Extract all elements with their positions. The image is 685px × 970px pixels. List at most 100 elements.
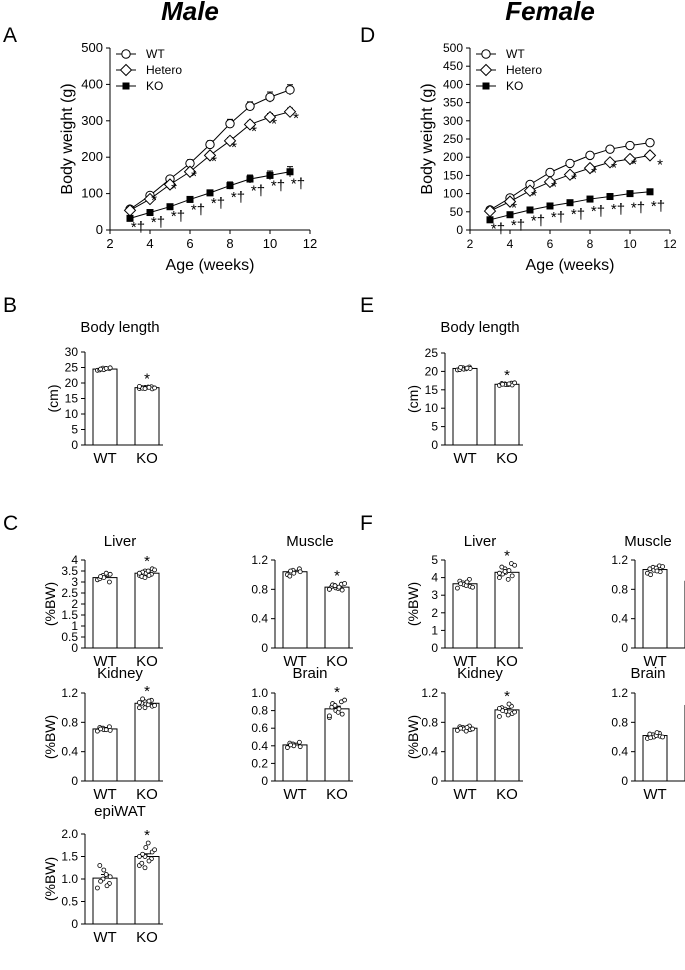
x-tick-label: 12 [663, 237, 677, 251]
data-point-ko [566, 199, 574, 207]
data-point-ko [606, 193, 614, 201]
panel-title: Brain [292, 665, 327, 682]
data-point-ko [512, 562, 517, 568]
significance-marker: * [657, 156, 663, 173]
data-point-hetero [523, 184, 537, 197]
legend-marker-ko [122, 82, 130, 90]
data-point-ko [326, 586, 332, 592]
bar-ko [134, 387, 160, 446]
data-point-wt [101, 867, 107, 873]
data-point-wt [585, 150, 595, 161]
data-point-hetero [163, 178, 177, 191]
legend-marker-wt [121, 49, 131, 59]
data-point-wt [470, 726, 476, 732]
legend-marker-ko [482, 82, 490, 90]
data-point-wt [645, 137, 655, 148]
data-point-ko [145, 568, 151, 574]
data-point-wt [103, 366, 109, 371]
data-point-wt [648, 735, 653, 741]
data-point-ko [146, 698, 152, 704]
x-tick-label: 8 [587, 237, 594, 251]
legend-marker-hetero [119, 63, 133, 77]
y-tick-label: 300 [443, 114, 463, 128]
y-tick-label: 300 [81, 113, 103, 128]
category-label: WT [283, 653, 306, 670]
data-point-hetero [563, 168, 577, 181]
category-label: KO [136, 929, 158, 946]
significance-marker: *† [291, 175, 305, 192]
x-tick-label: 4 [146, 236, 153, 251]
category-label: WT [643, 653, 666, 670]
panel-title: epiWAT [94, 803, 146, 820]
y-tick-label: 30 [65, 345, 79, 359]
y-tick-label: 2 [71, 597, 78, 611]
significance-marker: * [591, 164, 597, 181]
y-tick-label: 0.4 [611, 612, 628, 626]
x-tick-label: 2 [106, 236, 113, 251]
data-point-wt [104, 883, 110, 889]
category-label: WT [283, 786, 306, 803]
significance-marker: *† [551, 209, 565, 226]
significance-marker: * [191, 168, 197, 185]
category-label: KO [496, 786, 518, 803]
data-point-ko [336, 706, 342, 712]
y-tick-label: 350 [443, 96, 463, 110]
y-tick-label: 10 [425, 401, 439, 415]
data-point-wt [458, 364, 464, 370]
data-point-ko [142, 705, 148, 711]
x-tick-label: 10 [263, 236, 277, 251]
data-point-ko [506, 381, 512, 387]
y-tick-label: 0.4 [421, 745, 438, 759]
data-point-wt [565, 158, 575, 169]
y-tick-label: 400 [81, 76, 103, 91]
data-point-ko [136, 705, 142, 711]
data-point-ko [139, 860, 145, 866]
data-point-wt [654, 730, 660, 735]
y-tick-label: 400 [443, 77, 463, 91]
data-point-hetero [603, 156, 617, 169]
data-point-ko [332, 702, 338, 708]
data-point-ko [342, 697, 348, 703]
significance-marker: *† [531, 213, 545, 230]
y-tick-label: 0 [71, 774, 78, 788]
significance-marker: * [571, 171, 577, 188]
series-hetero [483, 149, 657, 218]
data-point-ko [206, 189, 214, 197]
data-point-ko [486, 216, 494, 224]
data-point-ko [496, 575, 502, 580]
data-point-hetero [203, 149, 217, 162]
data-point-ko [142, 575, 148, 580]
y-tick-label: 0.6 [251, 721, 268, 735]
bar-wt [642, 735, 668, 782]
data-point-wt [107, 579, 112, 585]
data-point-ko [506, 701, 512, 707]
data-point-hetero [283, 105, 297, 118]
data-point-wt [470, 584, 476, 590]
y-tick-label: 0.8 [251, 582, 268, 596]
data-point-ko [502, 569, 508, 574]
legend-marker-wt [481, 49, 491, 59]
bar-chart-f1: F Liver 0 1 2 3 4 5 (%BW) WT KO * [360, 512, 523, 670]
data-point-ko [512, 709, 517, 715]
data-point-ko [512, 380, 517, 386]
y-tick-label: 150 [443, 168, 463, 182]
series-ko [486, 188, 654, 224]
data-point-wt [625, 140, 635, 151]
significance-marker: *† [571, 206, 585, 223]
bar-chart-f3: Kidney 0 0.4 0.8 1.2 (%BW) WT KO * [405, 665, 523, 803]
bar-ko [134, 702, 160, 782]
y-tick-label: 3.5 [61, 564, 78, 578]
data-point-hetero [223, 134, 237, 148]
significance-marker: * [611, 159, 617, 176]
significance-marker: * [631, 156, 637, 173]
bar-chart-e: E Body length 0 5 10 15 20 25 (cm) WT KO * [360, 294, 523, 467]
bar-wt [282, 744, 308, 782]
y-tick-label: 0 [71, 917, 78, 931]
data-point-ko [152, 385, 158, 391]
data-point-wt [98, 878, 103, 884]
data-point-ko [506, 211, 514, 219]
bar-chart-c1: C Liver 00.511.522.533.54 (%BW) WT KO * [3, 512, 163, 670]
data-point-ko [326, 713, 332, 719]
significance-marker: *† [611, 201, 625, 218]
